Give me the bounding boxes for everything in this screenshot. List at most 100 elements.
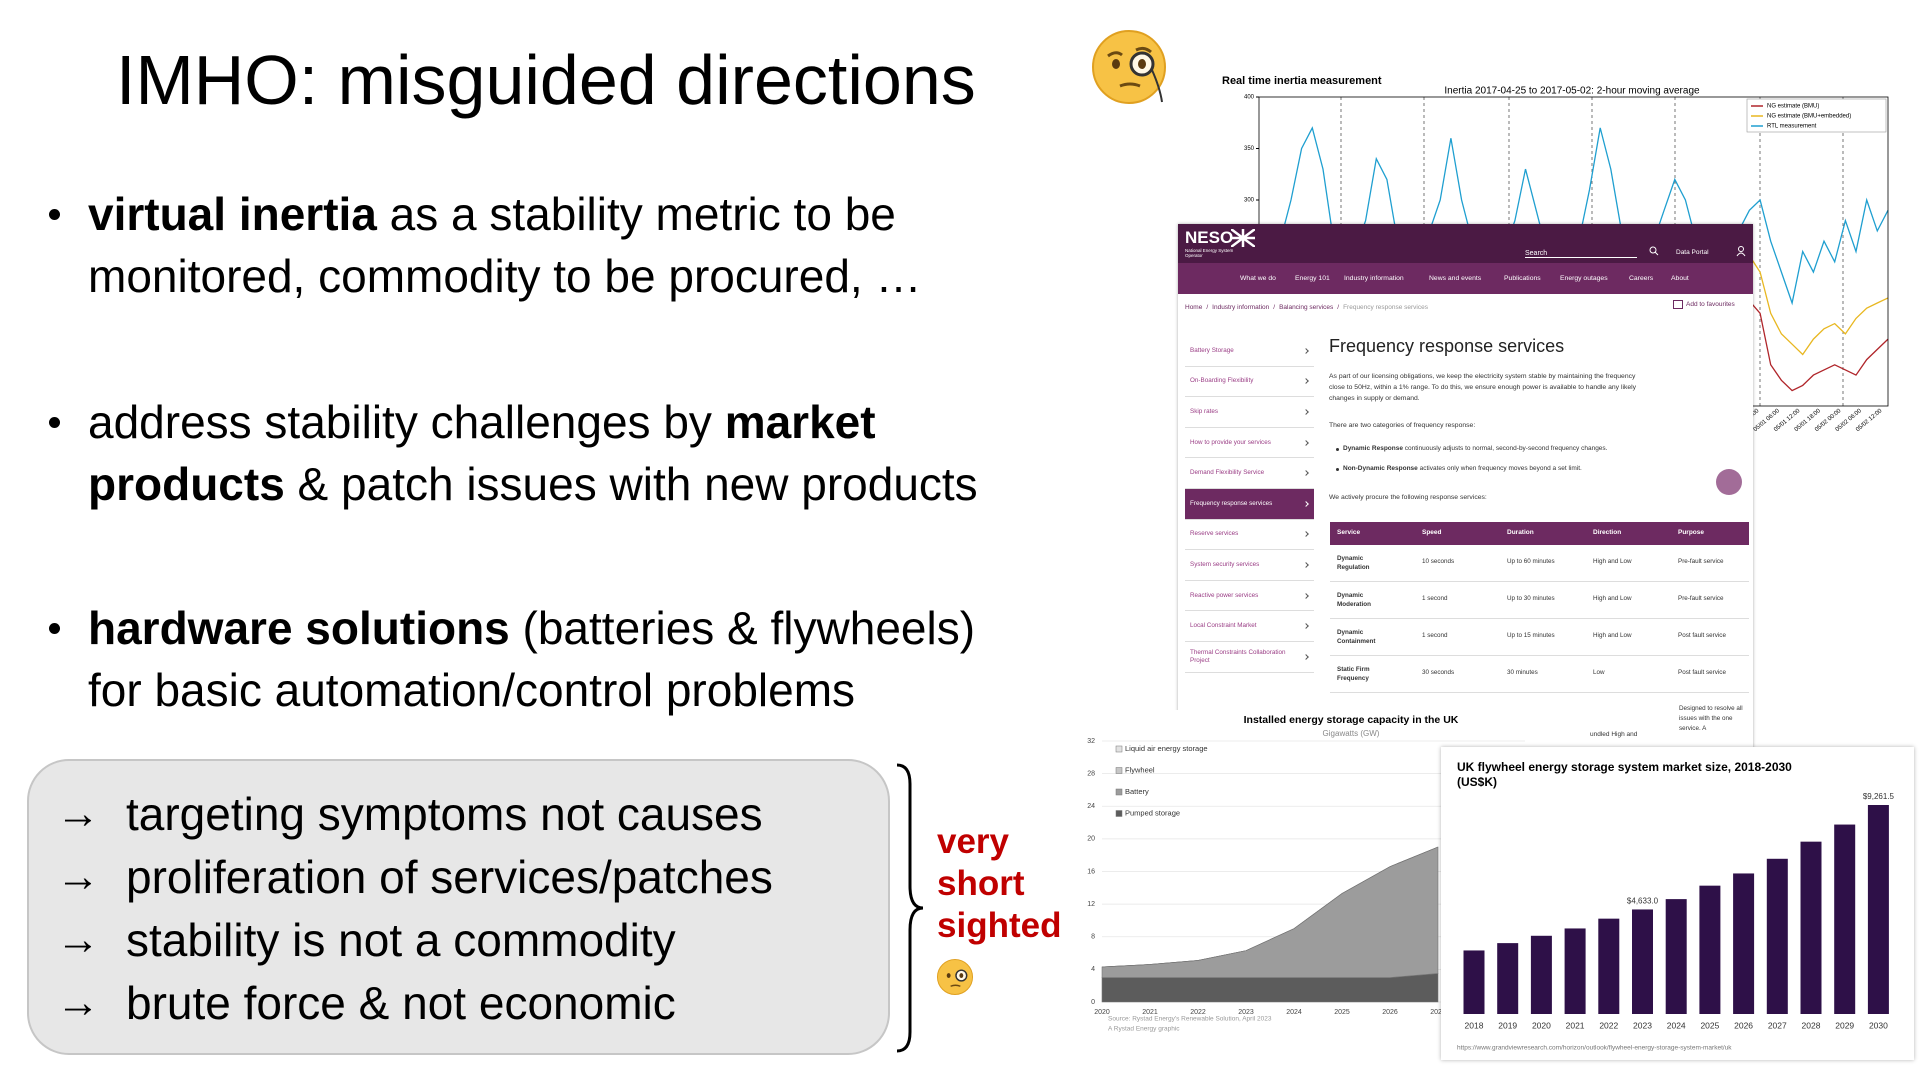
favourite-link[interactable]: Add to favourites xyxy=(1686,301,1735,308)
table-cell: 10 seconds xyxy=(1422,558,1455,565)
legend-swatch xyxy=(1115,745,1123,753)
sidebar-label: On-Boarding Flexibility xyxy=(1190,377,1254,385)
chevron xyxy=(1303,592,1309,599)
table-cell: Up to 30 minutes xyxy=(1507,595,1555,602)
table-header-cell: Duration xyxy=(1507,529,1534,536)
y-tick-label: 12 xyxy=(1087,901,1095,908)
legend-label: Liquid air energy storage xyxy=(1125,744,1208,753)
x-tick-label: 2022 xyxy=(1190,1009,1206,1016)
x-tick-label: 2023 xyxy=(1633,1020,1652,1030)
bar xyxy=(1834,824,1856,1014)
sidebar-item[interactable]: Reserve services xyxy=(1185,519,1314,551)
nav-bar xyxy=(1178,263,1753,294)
table-cell: Post fault service xyxy=(1678,632,1726,639)
favourite-icon[interactable] xyxy=(1673,300,1683,309)
sidebar-item[interactable]: Battery Storage xyxy=(1185,336,1314,367)
x-tick-label: 2023 xyxy=(1238,1009,1254,1016)
value-label: $4,633.0 xyxy=(1627,897,1659,906)
legend-swatch xyxy=(1115,767,1123,774)
table-cell: 1 second xyxy=(1422,632,1448,639)
sidebar-item[interactable]: Skip rates xyxy=(1185,397,1314,428)
breadcrumb-item[interactable]: Balancing services xyxy=(1279,304,1334,311)
sidebar-item[interactable]: How to provide your services xyxy=(1185,427,1314,459)
bullet-dot xyxy=(49,209,60,220)
search-icon[interactable] xyxy=(1649,246,1659,256)
sidebar-item[interactable]: On-Boarding Flexibility xyxy=(1185,366,1314,398)
sidebar-label: System security services xyxy=(1190,560,1260,568)
sidebar-label: Frequency response services xyxy=(1190,499,1273,507)
bar xyxy=(1766,858,1788,1014)
category-name: Dynamic Response xyxy=(1343,445,1403,452)
bar xyxy=(1800,841,1822,1014)
nav-item[interactable]: Careers xyxy=(1629,275,1654,282)
nav-item[interactable]: Industry information xyxy=(1344,275,1404,282)
chart-title: Inertia 2017-04-25 to 2017-05-02: 2-hour… xyxy=(1444,86,1700,97)
conclusion-line: stability is not a commodity xyxy=(126,914,676,966)
procure-intro: We actively procure the following respon… xyxy=(1329,494,1487,501)
text: monitored, commodity to be procured, … xyxy=(88,250,922,302)
user-icon[interactable] xyxy=(1736,246,1746,257)
nav-item[interactable]: Energy outages xyxy=(1560,275,1608,282)
area xyxy=(1101,846,1439,978)
legend-box xyxy=(1746,98,1887,133)
nav-item[interactable]: News and events xyxy=(1429,275,1482,282)
breadcrumb-item[interactable]: Frequency response services xyxy=(1343,304,1428,311)
bar xyxy=(1733,873,1755,1014)
bold-text: market xyxy=(724,396,876,448)
legend-label: Battery xyxy=(1125,787,1149,796)
nav-item[interactable]: What we do xyxy=(1240,275,1276,282)
x-tick-label: 2020 xyxy=(1532,1020,1551,1030)
sidebar-label: Local Constraint Market xyxy=(1190,622,1257,630)
bar xyxy=(1665,899,1687,1014)
header-bar xyxy=(1178,224,1753,263)
breadcrumb: Home / Industry information / Balancing serv… xyxy=(1185,304,1428,311)
table-cell: High and Low xyxy=(1593,558,1632,565)
table-cell: Static Firm Frequency xyxy=(1337,666,1370,682)
text: (batteries & flywheels) xyxy=(509,602,976,654)
breadcrumb-item[interactable]: Home xyxy=(1185,304,1203,311)
source-url: https://www.grandviewresearch.com/horizo… xyxy=(1457,1045,1732,1052)
sidebar-item[interactable]: Demand Flexibility Service xyxy=(1185,458,1314,489)
nav-item[interactable]: About xyxy=(1671,275,1689,282)
breadcrumb-item[interactable]: Industry information xyxy=(1212,304,1270,311)
nav-item[interactable]: Publications xyxy=(1504,275,1541,282)
data-portal-link[interactable]: Data Portal xyxy=(1676,249,1709,256)
table-cell: Pre-fault service xyxy=(1678,558,1724,565)
table-cell: High and Low xyxy=(1593,632,1632,639)
chevron xyxy=(1303,347,1309,354)
nav-item[interactable]: Energy 101 xyxy=(1295,275,1330,282)
chart-subtitle: Gigawatts (GW) xyxy=(1323,729,1380,738)
bullet-dot xyxy=(49,417,60,428)
chevron xyxy=(1303,500,1309,507)
table-cell: Up to 60 minutes xyxy=(1507,558,1555,565)
text: & patch issues with new products xyxy=(284,458,978,510)
chart-title: (US$K) xyxy=(1457,775,1497,789)
x-tick-label: 2018 xyxy=(1465,1020,1484,1030)
bold-text: products xyxy=(88,458,285,510)
table-fragment: Designed to resolve all issues with the … xyxy=(1679,705,1743,732)
y-tick-label: 24 xyxy=(1087,803,1095,810)
sidebar-item[interactable]: Thermal Constraints Collaboration Projec… xyxy=(1185,642,1314,673)
table-cell: Pre-fault service xyxy=(1678,595,1724,602)
bullet-line: hardware solutions (batteries & flywheel… xyxy=(88,597,975,659)
table-fragment: undled High and xyxy=(1590,731,1638,738)
sidebar-item[interactable]: Frequency response services xyxy=(1185,489,1314,520)
sidebar-label: How to provide your services xyxy=(1190,438,1271,446)
help-button[interactable] xyxy=(1716,469,1742,495)
search-box[interactable]: Search xyxy=(1525,250,1637,258)
table-header-cell: Speed xyxy=(1422,529,1442,536)
y-tick-label: 0 xyxy=(1091,999,1095,1006)
flywheel-chart-card: UK flywheel energy storage system market… xyxy=(1441,747,1914,1060)
category-dot xyxy=(1336,448,1339,451)
table-row xyxy=(1330,656,1749,693)
table-cell: Low xyxy=(1593,669,1605,676)
bullet-line: products & patch issues with new product… xyxy=(88,453,978,515)
sidebar-item[interactable]: System security services xyxy=(1185,550,1314,581)
categories-intro: There are two categories of frequency re… xyxy=(1329,422,1476,429)
bullet-line: virtual inertia as a stability metric to… xyxy=(88,183,896,245)
x-tick-label: 2029 xyxy=(1835,1020,1854,1030)
conclusion-line: brute force & not economic xyxy=(126,977,676,1029)
sidebar-item[interactable]: Local Constraint Market xyxy=(1185,611,1314,642)
sidebar-item[interactable]: Reactive power services xyxy=(1185,580,1314,612)
